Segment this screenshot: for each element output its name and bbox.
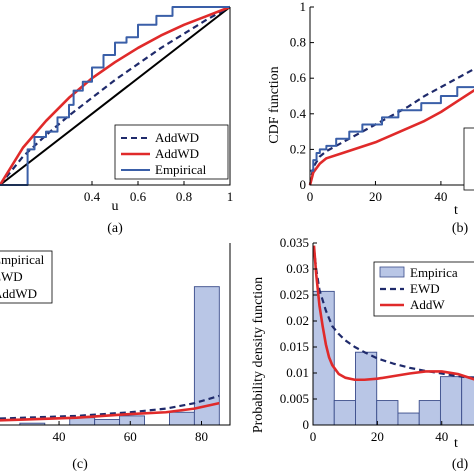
panel-c-axis-frame: [0, 243, 231, 426]
panel-b-ytick-label: 0.2: [290, 141, 306, 156]
panel-d-ytick-label: 0: [303, 417, 310, 432]
panel-a-series-addwd: [0, 5, 231, 186]
panel-d-legend: Empirica EWD AddW: [373, 261, 474, 317]
panel-c: 20406080 (c) Empirical EWD AddWD: [0, 243, 231, 472]
panel-d-bar-1: [333, 400, 356, 426]
panel-c-bar-8: [169, 411, 195, 426]
panel-a-legend-ewd: AddWD: [155, 130, 199, 145]
panel-d-bar-0: [312, 290, 335, 426]
panel-c-xtick-label: 60: [124, 429, 137, 444]
panel-d-bar-3: [376, 400, 399, 426]
panel-c-xtick-label: 80: [195, 429, 208, 444]
panel-a-series-diagonal: [0, 6, 231, 186]
panel-a-xtick-label: 1: [227, 189, 234, 204]
panel-b-ytick-label: 0.4: [290, 106, 307, 121]
panel-c-legend-empirical: Empirical: [0, 252, 45, 267]
panel-c-xtick-label: 40: [53, 429, 66, 444]
panel-d-legend-ewd: EWD: [410, 281, 440, 296]
panel-b-caption: (b): [452, 221, 469, 236]
panel-d-bar-6: [439, 376, 463, 426]
panel-b-ylabel: CDF function: [267, 66, 282, 143]
panel-d-bar-4: [397, 412, 420, 426]
panel-d-bar-7: [461, 376, 474, 426]
panel-d-xlabel: t: [454, 436, 458, 451]
panel-b: 0 20 40 0 0.2 0.4 0.6 0.8 1 CDF function t (b): [267, 0, 474, 236]
legend-swatch-empirical: [379, 266, 405, 278]
panel-a-legend-empirical: Empirical: [155, 162, 207, 177]
panel-d-xtick-label: 0: [310, 429, 317, 444]
panel-d-ytick-label: 0.015: [280, 339, 309, 354]
panel-c-axes: [0, 243, 231, 426]
panel-a-series-empirical: [0, 6, 230, 186]
panel-a-xtick-label: 0.8: [176, 189, 192, 204]
panel-a: 0.4 0.6 0.8 1 u (a) AddWD AddWD Empirical: [0, 5, 234, 236]
panel-d-legend-addwd: AddW: [410, 297, 445, 312]
panel-d-ytick-label: 0.01: [286, 365, 309, 380]
panel-b-series-ewd: [308, 67, 474, 186]
panel-b-xtick-label: 40: [434, 189, 447, 204]
panel-b-series-addwd: [308, 88, 474, 186]
panel-a-legend: AddWD AddWD Empirical: [114, 124, 229, 180]
panel-d-series-addwd: [312, 245, 474, 382]
panel-c-series-addwd: [0, 401, 220, 422]
panel-c-bar-9: [193, 286, 220, 426]
panel-c-caption: (c): [72, 457, 88, 472]
panel-d-bar-2: [355, 351, 378, 426]
panel-d-ylabel: Probability density function: [251, 277, 266, 433]
panel-d-ytick-label: 0.005: [280, 391, 309, 406]
panel-b-ytick-label: 0.6: [290, 70, 307, 85]
panel-d-legend-empirical: Empirica: [410, 265, 458, 280]
panel-d-bar-5: [418, 400, 441, 426]
panel-a-xlabel: u: [112, 199, 119, 214]
panel-b-ytick-label: 0.8: [290, 35, 306, 50]
panel-d-caption: (d): [452, 457, 469, 472]
panel-c-legend-box: [0, 250, 53, 304]
panel-d-xtick-label: 40: [435, 429, 448, 444]
panel-c-legend-addwd: AddWD: [0, 286, 37, 301]
panel-c-legend: Empirical EWD AddWD: [0, 250, 53, 304]
panel-a-xtick-label: 0.4: [84, 189, 101, 204]
panel-d-ytick-label: 0.025: [280, 287, 309, 302]
panel-d-ytick-label: 0.03: [286, 261, 309, 276]
panel-d: 0 20 40 0 0.005 0.01 0.015 0.02 0.025 0.03 0.035 P…: [251, 235, 474, 472]
panel-d-series-ewd: [312, 248, 474, 380]
panel-a-legend-addwd: AddWD: [155, 146, 199, 161]
panel-b-legend-box: [463, 127, 474, 191]
panel-b-ytick-label: 0: [300, 177, 307, 192]
panel-c-series-ewd: [0, 394, 220, 420]
panel-b-xlabel: t: [454, 203, 458, 218]
panel-b-series-empirical: [310, 86, 474, 172]
panel-c-bar-5: [94, 419, 121, 426]
panel-d-ytick-label: 0.035: [280, 235, 309, 250]
panel-a-caption: (a): [107, 221, 123, 236]
panel-c-legend-ewd: EWD: [0, 269, 23, 284]
panel-b-ytick-label: 1: [300, 0, 307, 14]
panel-d-ytick-label: 0.02: [286, 313, 309, 328]
panel-b-xtick-label: 0: [307, 189, 314, 204]
panel-b-xtick-label: 20: [369, 189, 382, 204]
panel-c-bar-6: [119, 415, 145, 426]
panel-d-xtick-label: 20: [371, 429, 384, 444]
panel-a-xtick-label: 0.6: [130, 189, 147, 204]
